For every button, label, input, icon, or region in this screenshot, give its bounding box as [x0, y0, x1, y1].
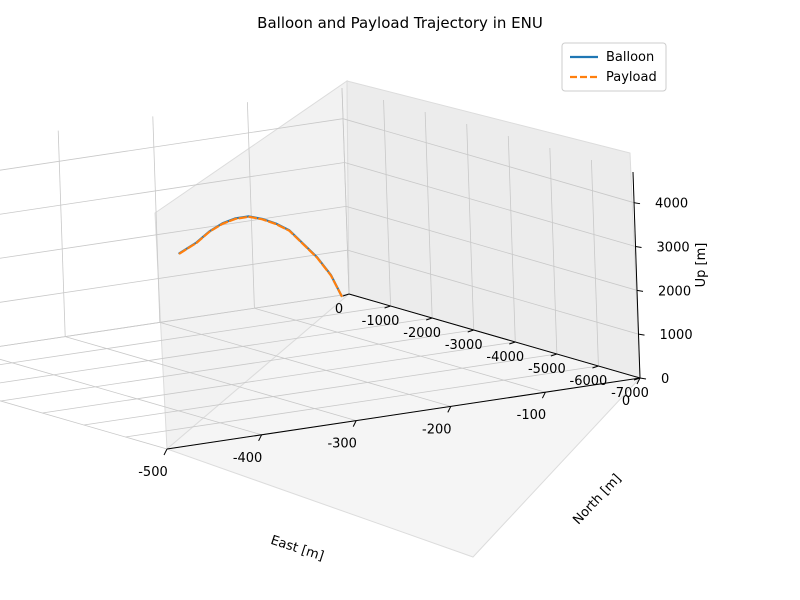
- y-tick-label: -5000: [528, 362, 566, 377]
- x-tick-label: -100: [517, 408, 547, 423]
- grid-line-up: [342, 118, 635, 204]
- z-tick-mark: [639, 377, 647, 380]
- grid-line-east: [152, 116, 161, 323]
- y-tick-label: -3000: [445, 338, 483, 353]
- series-line-payload: [178, 215, 343, 298]
- x-tick-label: -400: [233, 451, 263, 466]
- grid-line-north: [383, 99, 391, 307]
- z-axis-line: [632, 171, 641, 379]
- y-tick-label: -2000: [403, 326, 441, 341]
- grid-line-north: [424, 111, 433, 319]
- z-tick-mark: [633, 202, 641, 205]
- grid-line-north: [507, 135, 516, 343]
- grid-line-north: [125, 365, 599, 438]
- grid-line-north: [0, 329, 474, 402]
- z-tick-mark: [635, 246, 642, 249]
- x-tick-label: -200: [422, 422, 452, 437]
- x-tick-label: -300: [327, 437, 357, 452]
- axis-panes: [154, 80, 641, 558]
- series-lines: [178, 215, 343, 298]
- grid-line-up: [344, 162, 636, 247]
- z-tick-label: 1000: [660, 328, 693, 343]
- grid-line-north: [0, 305, 391, 366]
- axis-ticks: -500-400-300-200-10000-1000-2000-3000-40…: [138, 197, 692, 480]
- y-tick-mark: [550, 353, 558, 357]
- grid-line-east: [247, 102, 255, 309]
- x-axis-label: East [m]: [269, 533, 326, 564]
- grid-line-up: [0, 118, 344, 171]
- grid-line-north: [42, 341, 516, 414]
- y-tick-label: 0: [335, 302, 343, 317]
- y-tick-mark: [342, 293, 350, 297]
- z-tick-label: 0: [661, 372, 669, 387]
- z-axis-label: Up [m]: [694, 243, 709, 288]
- legend-label-payload: Payload: [606, 70, 657, 85]
- grid-line-north: [549, 147, 558, 355]
- grid-line-north: [591, 159, 599, 367]
- y-tick-mark: [384, 305, 391, 309]
- x-tick-label: 0: [622, 394, 630, 409]
- chart-title: Balloon and Payload Trajectory in ENU: [257, 14, 543, 32]
- grid-line-up: [0, 293, 350, 347]
- y-tick-label: -1000: [362, 314, 400, 329]
- legend: Balloon Payload: [561, 42, 667, 92]
- z-tick-mark: [636, 289, 644, 292]
- grid-line-east: [65, 336, 357, 421]
- z-tick-mark: [638, 333, 645, 336]
- grid-line-east: [0, 358, 262, 436]
- x-tick-mark: [447, 406, 452, 413]
- grid-line-east: [57, 130, 66, 337]
- y-tick-mark: [592, 365, 599, 369]
- grid-line-east: [0, 400, 168, 450]
- legend-label-balloon: Balloon: [606, 50, 654, 65]
- x-tick-mark: [352, 420, 357, 427]
- legend-box: [561, 42, 667, 92]
- y-tick-label: -7000: [611, 386, 649, 401]
- x-tick-mark: [258, 434, 263, 442]
- y-axis-label: North [m]: [570, 471, 624, 528]
- grid-line-east: [159, 322, 451, 407]
- y-tick-mark: [509, 341, 516, 345]
- y-tick-mark: [467, 329, 474, 333]
- grid-line-east: [254, 307, 546, 393]
- z-tick-label: 3000: [657, 241, 690, 256]
- x-tick-mark: [541, 391, 546, 399]
- grid-line-up: [0, 249, 348, 303]
- x-tick-label: -500: [138, 465, 168, 480]
- y-tick-label: -4000: [486, 350, 524, 365]
- y-tick-mark: [425, 317, 433, 321]
- grid-line-north: [466, 123, 475, 331]
- y-tick-mark: [633, 377, 641, 381]
- z-tick-label: 2000: [658, 284, 691, 299]
- grid-line-north: [83, 353, 557, 426]
- y-tick-label: -6000: [570, 374, 608, 389]
- axis-lines: [166, 171, 641, 450]
- x-tick-mark: [636, 377, 641, 385]
- x-tick-mark: [163, 448, 168, 456]
- x-axis-line: [166, 377, 641, 450]
- y-axis-line: [348, 293, 641, 379]
- z-tick-label: 4000: [655, 197, 688, 212]
- grid-line-north: [0, 317, 433, 384]
- grid-line-up: [347, 249, 639, 335]
- grid-line-up: [345, 205, 638, 291]
- grid-line-north: [341, 87, 350, 295]
- grid-line-up: [0, 205, 347, 259]
- grid-line-up: [0, 162, 345, 215]
